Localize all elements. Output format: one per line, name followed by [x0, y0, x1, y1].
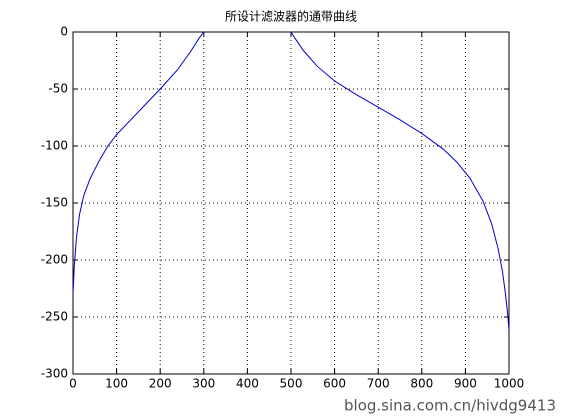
watermark: blog.sina.com.cn/hivdg9413 — [344, 397, 556, 415]
y-tick-label: 0 — [60, 25, 68, 39]
x-tick-label: 300 — [192, 377, 215, 391]
x-tick-label: 200 — [149, 377, 172, 391]
x-tick-label: 700 — [367, 377, 390, 391]
y-tick-label: -200 — [41, 253, 68, 267]
x-tick-label: 500 — [280, 377, 303, 391]
y-tick-label: -300 — [41, 367, 68, 381]
line-series — [72, 31, 510, 331]
x-tick-label: 400 — [236, 377, 259, 391]
chart-title: 所设计滤波器的通带曲线 — [225, 9, 357, 24]
x-tick-label: 0 — [69, 377, 77, 391]
x-tick-label: 900 — [454, 377, 477, 391]
y-tick-label: -150 — [41, 196, 68, 210]
x-tick-label: 1000 — [494, 377, 525, 391]
x-tick-label: 600 — [323, 377, 346, 391]
y-tick-label: -100 — [41, 139, 68, 153]
y-tick-label: -250 — [41, 310, 68, 324]
x-tick-label: 800 — [410, 377, 433, 391]
x-tick-label: 100 — [105, 377, 128, 391]
y-tick-label: -50 — [48, 82, 68, 96]
